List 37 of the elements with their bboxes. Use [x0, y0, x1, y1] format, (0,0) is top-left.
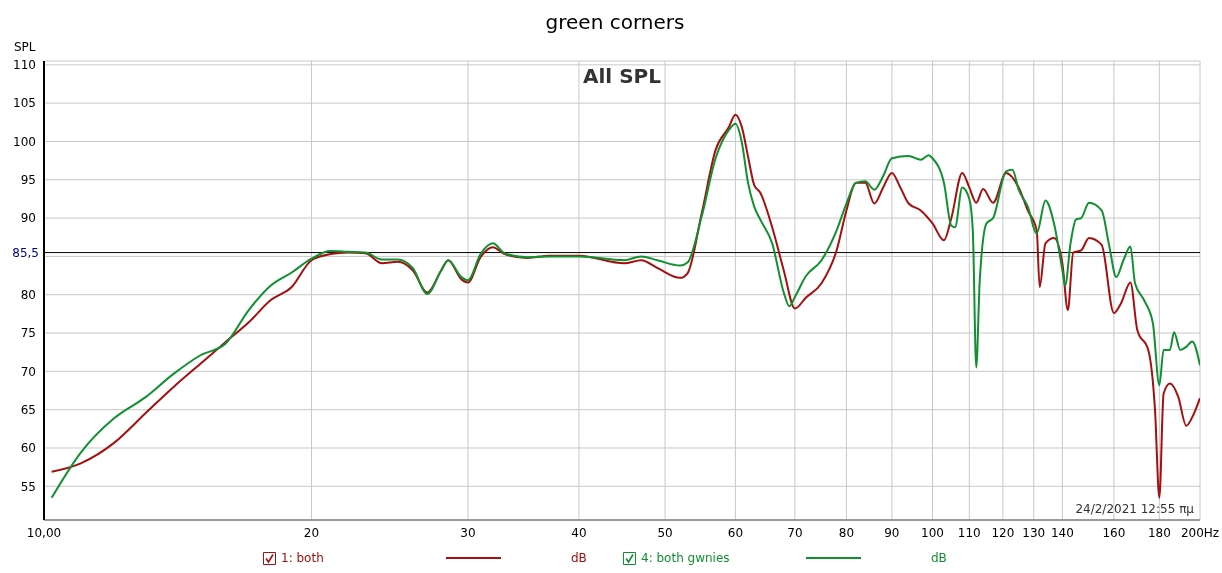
y-tick-label: 65 [20, 402, 36, 417]
x-tick-label: 50 [657, 525, 673, 540]
x-tick-label: 30 [460, 525, 476, 540]
y-axis-title: SPL [14, 40, 36, 54]
annotation: 24/2/2021 12:55 πμ [1075, 502, 1194, 516]
x-tick-label: 10,00 [26, 525, 62, 540]
text: dB [931, 551, 947, 565]
y-tick-label: 80 [20, 287, 36, 302]
y-tick-label: 60 [20, 441, 36, 456]
y-tick-label: 100 [13, 134, 36, 149]
y-tick-label: 90 [20, 211, 36, 226]
y-tick-label: 95 [20, 173, 36, 188]
ref-line-label: 85,5 [12, 245, 39, 260]
x-tick-label: 80 [838, 525, 855, 540]
y-tick-label: 70 [20, 364, 36, 379]
y-tick-label: 105 [13, 96, 36, 111]
x-tick-label: 90 [884, 525, 900, 540]
x-tick-label: 110 [957, 525, 981, 540]
annotation: All SPL [582, 64, 662, 88]
x-tick-label: 20 [303, 525, 320, 540]
legend-label: 1: both [281, 551, 325, 565]
y-tick-label: 55 [20, 479, 36, 494]
x-tick-label: 60 [727, 525, 744, 540]
x-tick-label: 70 [787, 525, 803, 540]
x-tick-label: 180 [1147, 525, 1171, 540]
x-tick-label: 40 [571, 525, 587, 540]
x-tick-label: 130 [1022, 525, 1046, 540]
x-tick-label: 160 [1102, 525, 1126, 540]
x-tick-label: 120 [991, 525, 1015, 540]
x-tick-label: 140 [1050, 525, 1074, 540]
x-tick-label: 200Hz [1180, 525, 1220, 540]
x-tick-label: 100 [921, 525, 944, 540]
chart-title: green corners [544, 10, 686, 34]
text: dB [571, 551, 587, 565]
y-tick-label: 75 [20, 326, 36, 341]
y-tick-label: 110 [13, 58, 36, 73]
legend-label: 4: both gwnies [641, 551, 731, 565]
